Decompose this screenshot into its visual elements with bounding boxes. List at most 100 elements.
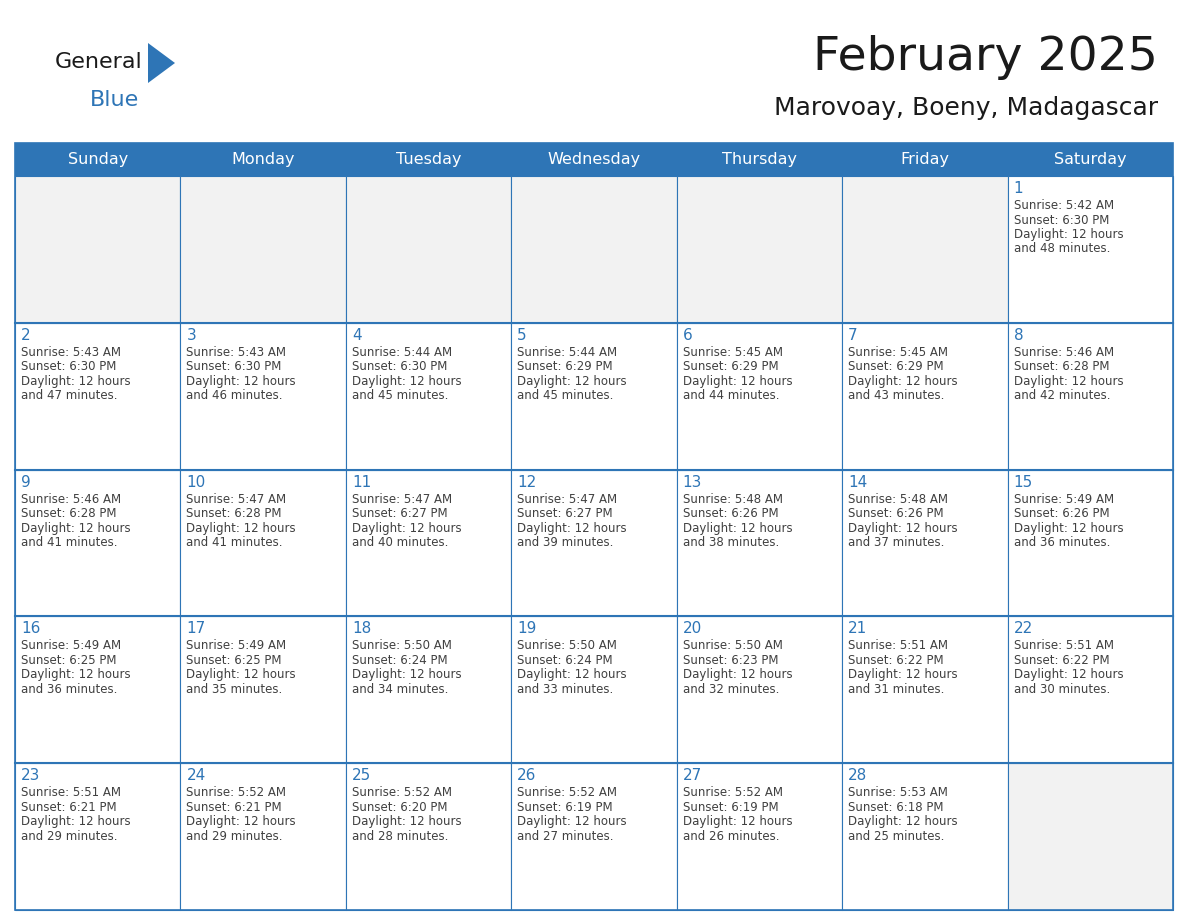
Bar (842, 176, 1007, 323)
Text: Sunrise: 5:51 AM: Sunrise: 5:51 AM (21, 786, 121, 800)
Text: Daylight: 12 hours: Daylight: 12 hours (21, 375, 131, 387)
Text: Sunset: 6:18 PM: Sunset: 6:18 PM (848, 800, 943, 813)
Text: Daylight: 12 hours: Daylight: 12 hours (352, 815, 461, 828)
Text: Sunrise: 5:46 AM: Sunrise: 5:46 AM (1013, 346, 1113, 359)
Bar (677, 616, 842, 763)
Text: and 45 minutes.: and 45 minutes. (517, 389, 614, 402)
Text: Sunset: 6:28 PM: Sunset: 6:28 PM (1013, 360, 1110, 374)
Text: Daylight: 12 hours: Daylight: 12 hours (683, 668, 792, 681)
Text: Daylight: 12 hours: Daylight: 12 hours (848, 815, 958, 828)
Text: Daylight: 12 hours: Daylight: 12 hours (848, 668, 958, 681)
Text: Sunset: 6:25 PM: Sunset: 6:25 PM (21, 654, 116, 666)
Text: and 28 minutes.: and 28 minutes. (352, 830, 448, 843)
Bar (346, 323, 511, 470)
Text: Sunrise: 5:53 AM: Sunrise: 5:53 AM (848, 786, 948, 800)
Text: 17: 17 (187, 621, 206, 636)
Text: Sunrise: 5:46 AM: Sunrise: 5:46 AM (21, 493, 121, 506)
Text: Friday: Friday (901, 152, 949, 167)
Bar (346, 470, 511, 616)
Text: 19: 19 (517, 621, 537, 636)
Text: and 42 minutes.: and 42 minutes. (1013, 389, 1110, 402)
Bar (181, 323, 346, 470)
Bar (15, 470, 181, 616)
Text: and 41 minutes.: and 41 minutes. (21, 536, 118, 549)
Bar (181, 616, 346, 763)
Bar (1007, 176, 1173, 323)
Bar (181, 763, 346, 910)
Text: Sunrise: 5:49 AM: Sunrise: 5:49 AM (21, 640, 121, 653)
Text: Sunrise: 5:47 AM: Sunrise: 5:47 AM (352, 493, 451, 506)
Text: and 25 minutes.: and 25 minutes. (848, 830, 944, 843)
Bar (181, 176, 346, 323)
Text: Daylight: 12 hours: Daylight: 12 hours (187, 521, 296, 534)
Text: Daylight: 12 hours: Daylight: 12 hours (1013, 668, 1123, 681)
Text: Sunset: 6:26 PM: Sunset: 6:26 PM (683, 507, 778, 521)
Text: Sunrise: 5:42 AM: Sunrise: 5:42 AM (1013, 199, 1113, 212)
Bar (511, 143, 677, 176)
Bar (511, 470, 677, 616)
Bar (15, 143, 181, 176)
Text: Sunset: 6:23 PM: Sunset: 6:23 PM (683, 654, 778, 666)
Text: and 29 minutes.: and 29 minutes. (187, 830, 283, 843)
Bar (677, 143, 842, 176)
Text: Daylight: 12 hours: Daylight: 12 hours (848, 375, 958, 387)
Text: Daylight: 12 hours: Daylight: 12 hours (1013, 228, 1123, 241)
Text: 12: 12 (517, 475, 537, 489)
Text: 13: 13 (683, 475, 702, 489)
Text: Sunrise: 5:48 AM: Sunrise: 5:48 AM (848, 493, 948, 506)
Text: Sunset: 6:19 PM: Sunset: 6:19 PM (517, 800, 613, 813)
Text: Sunset: 6:24 PM: Sunset: 6:24 PM (352, 654, 448, 666)
Bar (15, 763, 181, 910)
Bar (181, 143, 346, 176)
Text: 3: 3 (187, 328, 196, 342)
Bar (346, 143, 511, 176)
Text: and 46 minutes.: and 46 minutes. (187, 389, 283, 402)
Text: and 39 minutes.: and 39 minutes. (517, 536, 614, 549)
Text: Sunset: 6:29 PM: Sunset: 6:29 PM (848, 360, 943, 374)
Text: Sunrise: 5:44 AM: Sunrise: 5:44 AM (517, 346, 618, 359)
Text: Daylight: 12 hours: Daylight: 12 hours (21, 815, 131, 828)
Text: and 33 minutes.: and 33 minutes. (517, 683, 613, 696)
Bar (842, 470, 1007, 616)
Text: Daylight: 12 hours: Daylight: 12 hours (187, 815, 296, 828)
Bar (15, 616, 181, 763)
Bar (346, 176, 511, 323)
Text: and 27 minutes.: and 27 minutes. (517, 830, 614, 843)
Bar (15, 143, 1173, 910)
Bar (511, 176, 677, 323)
Text: Daylight: 12 hours: Daylight: 12 hours (683, 815, 792, 828)
Text: and 34 minutes.: and 34 minutes. (352, 683, 448, 696)
Bar (1007, 323, 1173, 470)
Text: 4: 4 (352, 328, 361, 342)
Text: Daylight: 12 hours: Daylight: 12 hours (21, 521, 131, 534)
Text: Sunset: 6:25 PM: Sunset: 6:25 PM (187, 654, 282, 666)
Text: 24: 24 (187, 768, 206, 783)
Text: Daylight: 12 hours: Daylight: 12 hours (517, 375, 627, 387)
Bar (1007, 763, 1173, 910)
Text: Daylight: 12 hours: Daylight: 12 hours (187, 375, 296, 387)
Text: and 37 minutes.: and 37 minutes. (848, 536, 944, 549)
Text: Sunrise: 5:47 AM: Sunrise: 5:47 AM (187, 493, 286, 506)
Text: 15: 15 (1013, 475, 1032, 489)
Text: Sunset: 6:30 PM: Sunset: 6:30 PM (21, 360, 116, 374)
Text: Wednesday: Wednesday (548, 152, 640, 167)
Text: and 36 minutes.: and 36 minutes. (21, 683, 118, 696)
Bar (15, 176, 181, 323)
Text: and 30 minutes.: and 30 minutes. (1013, 683, 1110, 696)
Text: Sunrise: 5:52 AM: Sunrise: 5:52 AM (352, 786, 451, 800)
Text: 27: 27 (683, 768, 702, 783)
Text: Sunset: 6:27 PM: Sunset: 6:27 PM (517, 507, 613, 521)
Text: Sunset: 6:26 PM: Sunset: 6:26 PM (1013, 507, 1110, 521)
Text: Tuesday: Tuesday (396, 152, 461, 167)
Text: Thursday: Thursday (722, 152, 797, 167)
Text: Sunrise: 5:51 AM: Sunrise: 5:51 AM (848, 640, 948, 653)
Text: Sunset: 6:28 PM: Sunset: 6:28 PM (187, 507, 282, 521)
Text: Sunrise: 5:52 AM: Sunrise: 5:52 AM (683, 786, 783, 800)
Text: Sunset: 6:30 PM: Sunset: 6:30 PM (187, 360, 282, 374)
Text: Sunrise: 5:43 AM: Sunrise: 5:43 AM (187, 346, 286, 359)
Bar (15, 323, 181, 470)
Text: 8: 8 (1013, 328, 1023, 342)
Text: 5: 5 (517, 328, 527, 342)
Text: 6: 6 (683, 328, 693, 342)
Text: General: General (55, 52, 143, 72)
